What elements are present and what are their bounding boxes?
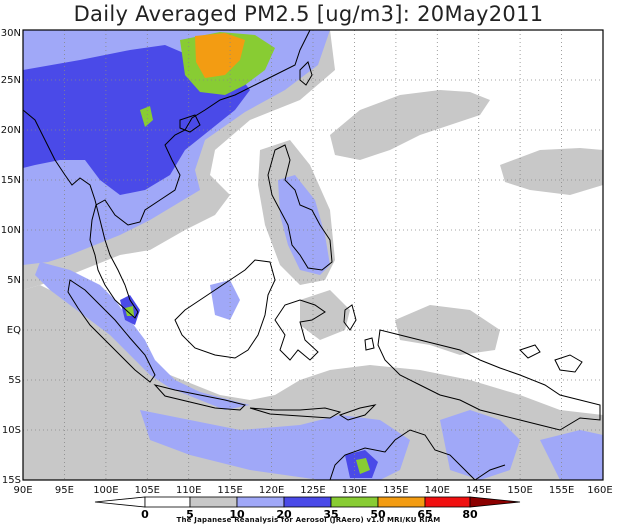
lon-tick-label: 160E xyxy=(587,485,612,496)
colorbar-label: 50 xyxy=(370,508,386,521)
lon-tick-label: 100E xyxy=(93,485,118,496)
lon-tick-labels: 90E 95E 100E 105E 110E 115E 120E 125E 13… xyxy=(13,485,612,496)
concentration-field xyxy=(23,30,603,480)
lat-tick-label: 10S xyxy=(2,425,21,436)
lon-tick-label: 150E xyxy=(507,485,532,496)
colorbar-label: 20 xyxy=(276,508,292,521)
lat-tick-label: 5S xyxy=(8,375,21,386)
lat-tick-label: 20N xyxy=(1,125,21,136)
lat-lon-grid xyxy=(23,30,603,480)
colorbar-segment xyxy=(144,496,191,508)
colorbar-segment xyxy=(330,496,379,508)
colorbar-label: 35 xyxy=(323,508,338,521)
lat-tick-label: 30N xyxy=(1,28,21,39)
lat-tick-label: 15N xyxy=(1,175,21,186)
colorbar-segment xyxy=(236,496,285,508)
lat-tick-label: 15S xyxy=(2,475,21,486)
colorbar-label: 0 xyxy=(141,508,149,521)
lon-tick-label: 90E xyxy=(13,485,32,496)
colorbar xyxy=(94,496,521,508)
colorbar-label: 5 xyxy=(186,508,194,521)
map-title: Daily Averaged PM2.5 [ug/m3]: 20May2011 xyxy=(73,2,544,26)
colorbar-segment xyxy=(189,496,238,508)
lat-tick-label: 25N xyxy=(1,75,21,86)
colorbar-segment xyxy=(377,496,426,508)
lon-tick-label: 105E xyxy=(135,485,160,496)
colorbar-label: 10 xyxy=(229,508,245,521)
lon-tick-label: 110E xyxy=(176,485,201,496)
lon-tick-label: 125E xyxy=(300,485,325,496)
coastlines xyxy=(22,29,601,481)
lon-tick-label: 155E xyxy=(549,485,574,496)
lon-tick-label: 95E xyxy=(55,485,74,496)
colorbar-over-arrow xyxy=(469,496,521,508)
lon-tick-label: 115E xyxy=(217,485,242,496)
colorbar-under-arrow xyxy=(94,496,146,508)
colorbar-segment xyxy=(424,496,471,508)
lat-tick-labels: 15S 10S 5S EQ 5N 10N 15N 20N 25N 30N xyxy=(1,28,21,486)
lon-tick-label: 130E xyxy=(342,485,367,496)
lon-tick-label: 135E xyxy=(383,485,408,496)
lon-tick-label: 140E xyxy=(425,485,450,496)
colorbar-label: 80 xyxy=(462,508,478,521)
map-frame xyxy=(22,29,604,481)
lat-tick-label: EQ xyxy=(7,325,21,336)
colorbar-labels: 0 5 10 20 35 50 65 80 xyxy=(141,508,478,521)
colorbar-segment xyxy=(283,496,332,508)
lat-tick-label: 10N xyxy=(1,225,21,236)
credit-line: The Japanese Reanalysis for Aerosol (JRA… xyxy=(176,516,441,524)
lat-tick-label: 5N xyxy=(7,275,21,286)
lon-tick-label: 145E xyxy=(466,485,491,496)
colorbar-label: 65 xyxy=(417,508,432,521)
lon-tick-label: 120E xyxy=(259,485,284,496)
